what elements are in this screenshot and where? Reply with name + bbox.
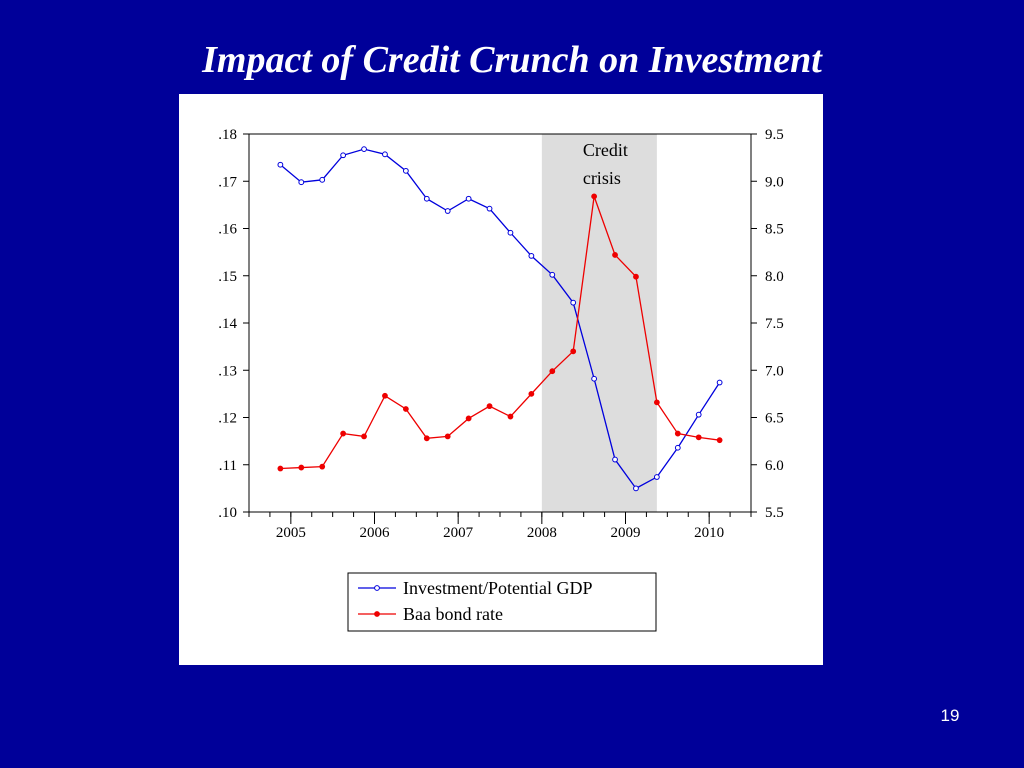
left-axis-tick-label: .18 — [218, 127, 237, 143]
series-1-point — [549, 271, 556, 278]
series-2-point — [298, 464, 305, 471]
series-line-2 — [280, 196, 720, 470]
series-1-point — [674, 444, 681, 451]
series-2-point — [423, 435, 430, 442]
credit-crisis-label: Credit — [583, 140, 628, 160]
series-1-point — [361, 146, 367, 153]
right-axis-tick-label: 7.5 — [765, 316, 784, 332]
legend-marker-2 — [374, 611, 380, 617]
series-1-point — [507, 229, 514, 236]
x-axis-tick-label: 2008 — [527, 525, 557, 541]
series-2-point — [465, 415, 472, 422]
right-axis-tick-label: 9.5 — [765, 127, 784, 143]
x-axis-tick-label: 2007 — [443, 525, 474, 541]
legend-box — [347, 572, 657, 632]
series-1-point — [695, 411, 702, 418]
left-axis-tick-label: .12 — [218, 411, 237, 427]
series-1-point — [591, 375, 598, 382]
series-2-point — [402, 406, 409, 412]
right-axis-tick-label: 6.5 — [765, 411, 784, 427]
x-axis-tick-label: 2009 — [611, 525, 641, 541]
series-1-point — [633, 485, 639, 492]
series-1-point — [528, 253, 535, 259]
x-axis-tick-label: 2010 — [694, 525, 724, 541]
left-axis-tick-label: .14 — [218, 316, 237, 332]
series-2-point — [528, 390, 535, 397]
series-2-point — [444, 433, 451, 440]
right-axis-tick-label: 5.5 — [765, 505, 784, 521]
series-1-point — [653, 474, 660, 480]
series-2-point — [340, 430, 347, 437]
series-2-point — [716, 437, 723, 444]
series-2-point — [507, 413, 514, 420]
series-1-point — [402, 167, 409, 174]
right-axis-tick-label: 7.0 — [765, 363, 784, 379]
series-2-point — [633, 273, 639, 280]
left-axis-tick-label: .13 — [218, 363, 237, 379]
series-1-point — [277, 161, 284, 168]
series-1-point — [340, 152, 347, 159]
series-1-point — [612, 456, 618, 463]
series-1-point — [319, 176, 326, 183]
x-axis-tick-label: 2006 — [360, 525, 391, 541]
left-axis-tick-label: .10 — [218, 505, 237, 521]
slide-title: Impact of Credit Crunch on Investment — [202, 39, 822, 81]
series-line-1 — [279, 148, 721, 490]
credit-crisis-shading — [541, 134, 657, 512]
left-axis-tick-label: .17 — [218, 174, 237, 190]
legend-label-2: Baa bond rate — [403, 604, 503, 624]
series-1-point — [444, 208, 451, 214]
series-2-point — [361, 433, 367, 440]
right-axis-tick-label: 9.0 — [765, 174, 784, 190]
series-1-point — [298, 179, 305, 186]
series-2-point — [612, 252, 618, 258]
series-1-point — [465, 195, 472, 202]
credit-crisis-label: crisis — [583, 168, 621, 188]
slide-number: 19 — [940, 706, 960, 725]
series-1-point — [716, 379, 723, 386]
series-2-point — [695, 434, 702, 441]
left-axis-tick-label: .15 — [218, 269, 237, 285]
chart: Credit crisis .10 .11 .12 .13 .14 .15 .16 .17 .18 5… — [218, 127, 784, 632]
left-axis-tick-label: .16 — [218, 222, 237, 238]
legend-marker-1 — [374, 585, 380, 591]
series-2-point — [674, 430, 681, 437]
right-axis-tick-label: 8.5 — [765, 222, 784, 238]
series-2-point — [277, 465, 284, 472]
chart-panel: Credit crisis .10 .11 .12 .13 .14 .15 .16 .17 .18 5… — [179, 94, 823, 665]
right-axis-tick-label: 8.0 — [765, 269, 784, 285]
series-1-point — [423, 195, 430, 202]
series-2-point — [653, 399, 660, 406]
series-1-point — [486, 205, 493, 212]
series-2-point — [486, 403, 493, 410]
x-axis-tick-label: 2005 — [276, 525, 306, 541]
series-1-point — [570, 299, 577, 306]
series-2-point — [319, 463, 326, 470]
legend-label-1: Investment/Potential GDP — [403, 578, 592, 598]
left-axis-tick-label: .11 — [219, 458, 237, 474]
series-2-point — [591, 193, 598, 200]
series-2-point — [382, 392, 388, 399]
plot-frame — [248, 133, 752, 513]
series-2-point — [570, 348, 577, 355]
right-axis-tick-label: 6.0 — [765, 458, 784, 474]
series-1-point — [382, 151, 388, 158]
series-2-point — [549, 368, 556, 375]
